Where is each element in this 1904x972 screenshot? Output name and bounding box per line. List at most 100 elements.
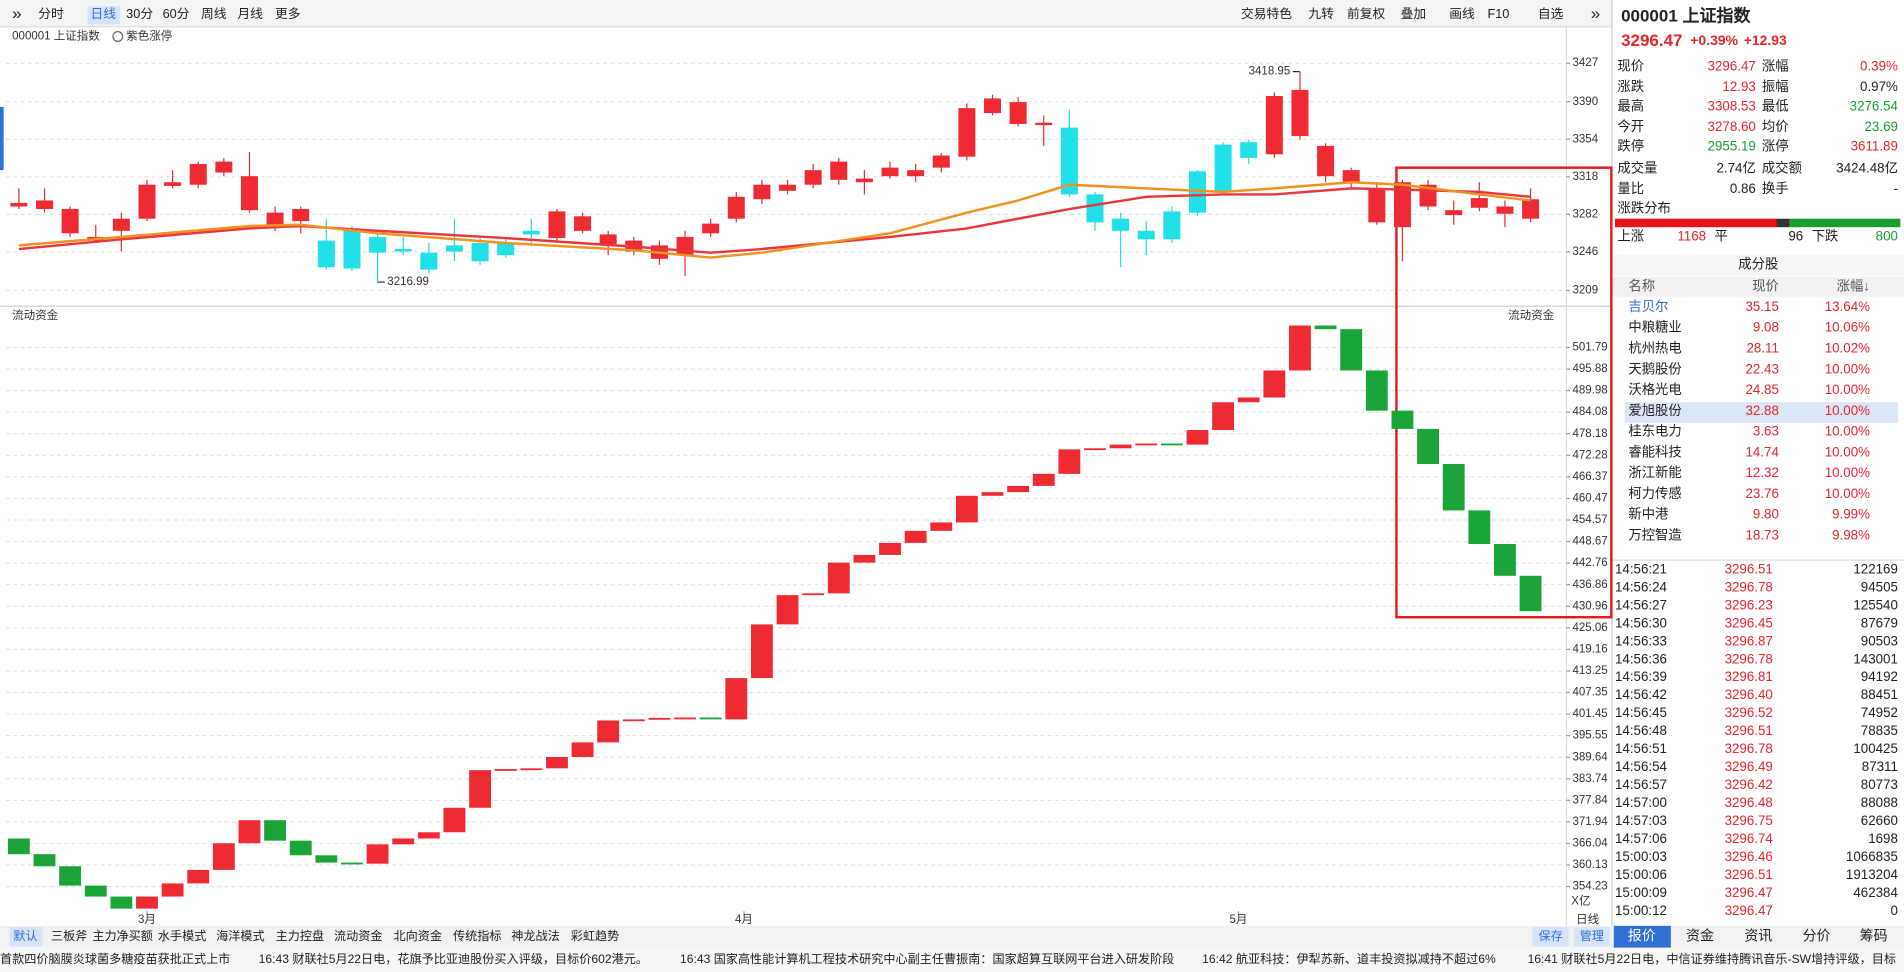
stock-name[interactable]: 杭州热电 [1628,340,1681,355]
y-tick-label: 478.18 [1573,428,1608,440]
panel-tab[interactable]: 资讯 [1744,927,1772,943]
stock-price: 35.15 [1746,299,1779,314]
indicator-tab[interactable]: 流动资金 [334,928,383,943]
candle-body [112,218,130,231]
flow-bar [417,832,440,839]
flow-bar [827,562,850,594]
y-tick-label: 489.98 [1573,385,1608,397]
flow-bar [1519,575,1542,612]
tick-time: 14:56:45 [1615,705,1667,720]
candle-body [574,216,592,231]
expand-icon[interactable]: » [12,4,21,23]
tool-button[interactable]: 前复权 [1347,6,1385,21]
y-tick-label: 454.57 [1573,514,1608,526]
stock-name[interactable]: 柯力传感 [1628,485,1681,501]
axis-period: 日线 [1576,912,1600,926]
tick-price: 3296.47 [1725,903,1773,918]
stock-name[interactable]: 新中港 [1628,507,1669,522]
indicator-tab[interactable]: 主力净买额 [92,929,153,943]
period-button[interactable]: 30分 [126,6,153,21]
tick-price: 3296.78 [1725,741,1773,756]
stock-name[interactable]: 睿能科技 [1628,444,1681,459]
stock-name[interactable]: 中粮糖业 [1628,320,1681,335]
tool-button[interactable]: 画线 [1449,6,1475,21]
stock-name[interactable]: 桂东电力 [1628,424,1681,439]
tool-button[interactable]: 自选 [1538,6,1564,21]
y-tick-label: 442.76 [1573,557,1608,569]
flow-bar [289,840,312,856]
candle-body [10,202,28,207]
news-item[interactable]: 首款四价脑膜炎球菌多糖疫苗获批正式上市 [0,951,230,966]
period-button[interactable]: 月线 [237,6,263,21]
stock-name[interactable]: 沃格光电 [1628,382,1681,397]
stat-label: 涨停 [1762,138,1789,154]
column-header[interactable]: 涨幅↓ [1837,278,1870,293]
panel-tab[interactable]: 资金 [1686,927,1714,943]
candle-body [1112,218,1130,231]
flow-bar [904,530,927,543]
period-button[interactable]: 60分 [163,6,190,21]
stock-name[interactable]: 万控智造 [1628,527,1681,542]
action-button[interactable]: 管理 [1580,928,1604,943]
news-item[interactable]: 16:43 财联社5月22日电，花旗予比亚迪股份买入评级，目标价602港元。 [259,951,648,966]
tick-price: 3296.75 [1725,813,1773,828]
panel-tab[interactable]: 报价 [1628,927,1656,943]
tool-button[interactable]: 交易特色 [1241,6,1292,21]
indicator-tab[interactable]: 传统指标 [453,928,502,943]
stock-price: 9.08 [1753,320,1779,335]
indicator-tab[interactable]: 水手模式 [158,929,207,943]
section-title: 成分股 [1738,256,1778,271]
indicator-tab[interactable]: 北向资金 [393,928,442,943]
tick-time: 14:56:48 [1615,723,1667,738]
candle-body [1060,127,1078,195]
candle-body [1342,170,1360,183]
news-item[interactable]: 16:42 航亚科技：伊犁苏新、道丰投资拟减持不超过6% [1202,951,1496,966]
tool-button[interactable]: F10 [1487,6,1509,21]
indicator-tab[interactable]: 主力控盘 [276,928,325,943]
period-button[interactable]: 更多 [275,6,301,21]
x-tick-label: 4月 [735,914,753,926]
flow-bar [187,869,210,884]
flow-bar [725,678,748,720]
toggle-icon[interactable] [112,30,124,42]
candle-body [1291,89,1309,137]
breadth-bar [1615,218,1777,228]
y-tick-label: 371.94 [1573,816,1609,828]
stock-name[interactable]: 爱旭股份 [1628,403,1681,418]
y-tick-label: 366.04 [1573,837,1609,849]
stat-label: 成交额 [1762,159,1802,175]
candle-body [881,167,899,177]
indicator-tab[interactable]: 神龙战法 [511,929,560,943]
stock-name[interactable]: 浙江新能 [1628,465,1681,480]
tick-price: 3296.42 [1725,777,1773,792]
tick-volume: 74952 [1861,705,1898,720]
period-button[interactable]: 分时 [38,6,64,21]
news-item[interactable]: 16:43 国家高性能计算机工程技术研究中心副主任曹振南：国家超算互联网平台进入… [680,951,1174,966]
indicator-tab[interactable]: 默认 [13,928,37,943]
toolbar [0,0,1612,27]
axis-unit: X亿 [1571,895,1590,908]
stat-value: 0.86 [1730,181,1756,196]
stock-name[interactable]: 天鹅股份 [1628,360,1681,376]
tick-price: 3296.52 [1725,705,1773,720]
indicator-tab[interactable]: 三板斧 [51,929,87,943]
period-button[interactable]: 周线 [201,6,227,21]
flow-bar [33,854,56,867]
tool-button[interactable]: 九转 [1308,6,1334,21]
period-button[interactable]: 日线 [90,6,116,21]
y-tick-label: 495.88 [1573,363,1608,375]
news-item[interactable]: 16:41 财联社5月22日电，中信证券维持腾讯音乐-SW增持评级，目标 [1528,951,1896,966]
stock-name[interactable]: 吉贝尔 [1628,299,1668,314]
flow-bar [750,624,773,679]
indicator-tab[interactable]: 海洋模式 [216,928,265,943]
panel-tab[interactable]: 筹码 [1860,927,1888,943]
panel-tab[interactable]: 分价 [1803,927,1831,943]
flow-bar [7,838,30,855]
collapse-icon[interactable]: » [1591,4,1600,23]
indicator-tab[interactable]: 彩虹趋势 [571,929,620,943]
action-button[interactable]: 保存 [1539,929,1563,943]
tool-button[interactable]: 叠加 [1401,6,1426,21]
flow-bar [674,717,696,720]
stat-label: 成交量 [1617,159,1657,175]
y-tick-label: 377.84 [1573,794,1609,806]
